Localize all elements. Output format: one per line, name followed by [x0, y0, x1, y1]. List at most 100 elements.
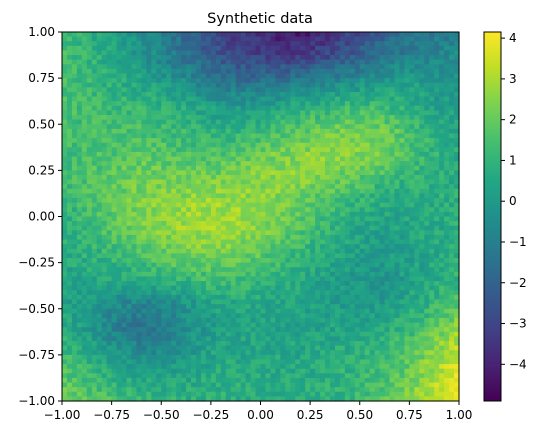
- heatmap-cell: [196, 180, 202, 185]
- heatmap-cell: [315, 244, 321, 249]
- heatmap-cell: [251, 313, 257, 318]
- heatmap-cell: [325, 226, 331, 231]
- heatmap-cell: [226, 272, 232, 277]
- heatmap-cell: [82, 221, 88, 226]
- heatmap-cell: [275, 83, 281, 88]
- heatmap-cell: [117, 309, 123, 314]
- heatmap-cell: [67, 221, 73, 226]
- heatmap-cell: [221, 64, 227, 69]
- heatmap-cell: [360, 87, 366, 92]
- heatmap-cell: [280, 106, 286, 111]
- heatmap-cell: [355, 276, 361, 281]
- heatmap-cell: [330, 290, 336, 295]
- heatmap-cell: [275, 309, 281, 314]
- heatmap-cell: [270, 120, 276, 125]
- heatmap-cell: [77, 55, 83, 60]
- heatmap-cell: [424, 50, 430, 55]
- heatmap-cell: [72, 133, 78, 138]
- heatmap-cell: [439, 161, 445, 166]
- heatmap-cell: [340, 295, 346, 300]
- heatmap-cell: [265, 92, 271, 97]
- heatmap-cell: [320, 55, 326, 60]
- heatmap-cell: [330, 193, 336, 198]
- heatmap-cell: [107, 152, 113, 157]
- heatmap-cell: [370, 258, 376, 263]
- heatmap-cell: [330, 281, 336, 286]
- heatmap-cell: [136, 207, 142, 212]
- heatmap-cell: [375, 138, 381, 143]
- heatmap-cell: [251, 106, 257, 111]
- heatmap-cell: [77, 157, 83, 162]
- heatmap-cell: [151, 184, 157, 189]
- heatmap-cell: [305, 115, 311, 120]
- heatmap-cell: [156, 60, 162, 65]
- heatmap-cell: [350, 92, 356, 97]
- heatmap-cell: [87, 304, 93, 309]
- heatmap-cell: [295, 184, 301, 189]
- heatmap-cell: [340, 166, 346, 171]
- heatmap-cell: [300, 235, 306, 240]
- heatmap-cell: [360, 180, 366, 185]
- heatmap-cell: [206, 203, 212, 208]
- heatmap-cell: [117, 272, 123, 277]
- heatmap-cell: [355, 230, 361, 235]
- heatmap-cell: [350, 55, 356, 60]
- heatmap-cell: [409, 290, 415, 295]
- heatmap-cell: [300, 60, 306, 65]
- heatmap-cell: [295, 32, 301, 37]
- heatmap-cell: [156, 138, 162, 143]
- heatmap-cell: [439, 50, 445, 55]
- heatmap-cell: [176, 138, 182, 143]
- heatmap-cell: [92, 235, 98, 240]
- heatmap-cell: [107, 286, 113, 291]
- heatmap-cell: [226, 138, 232, 143]
- heatmap-cell: [146, 170, 152, 175]
- heatmap-cell: [424, 143, 430, 148]
- heatmap-cell: [295, 41, 301, 46]
- heatmap-cell: [439, 37, 445, 42]
- heatmap-cell: [285, 267, 291, 272]
- heatmap-cell: [236, 69, 242, 74]
- heatmap-cell: [350, 124, 356, 129]
- heatmap-cell: [424, 304, 430, 309]
- heatmap-cell: [409, 180, 415, 185]
- heatmap-cell: [127, 193, 133, 198]
- heatmap-cell: [345, 235, 351, 240]
- heatmap-cell: [365, 276, 371, 281]
- heatmap-cell: [414, 253, 420, 258]
- heatmap-cell: [335, 138, 341, 143]
- heatmap-cell: [350, 235, 356, 240]
- heatmap-cell: [385, 295, 391, 300]
- heatmap-cell: [424, 175, 430, 180]
- heatmap-cell: [131, 46, 137, 51]
- heatmap-cell: [315, 189, 321, 194]
- heatmap-cell: [449, 267, 455, 272]
- heatmap-cell: [131, 78, 137, 83]
- heatmap-cell: [285, 69, 291, 74]
- heatmap-cell: [434, 152, 440, 157]
- heatmap-cell: [419, 198, 425, 203]
- heatmap-cell: [151, 87, 157, 92]
- heatmap-cell: [246, 235, 252, 240]
- heatmap-cell: [265, 32, 271, 37]
- heatmap-cell: [92, 110, 98, 115]
- heatmap-cell: [186, 124, 192, 129]
- heatmap-cell: [176, 253, 182, 258]
- heatmap-cell: [141, 240, 147, 245]
- heatmap-cell: [340, 217, 346, 222]
- heatmap-cell: [365, 152, 371, 157]
- heatmap-cell: [320, 64, 326, 69]
- heatmap-cell: [72, 97, 78, 102]
- heatmap-cell: [335, 50, 341, 55]
- heatmap-cell: [236, 50, 242, 55]
- heatmap-cell: [355, 69, 361, 74]
- heatmap-cell: [211, 170, 217, 175]
- heatmap-cell: [117, 226, 123, 231]
- heatmap-cell: [156, 161, 162, 166]
- heatmap-cell: [127, 124, 133, 129]
- heatmap-cell: [67, 212, 73, 217]
- heatmap-cell: [181, 286, 187, 291]
- heatmap-cell: [122, 313, 128, 318]
- heatmap-cell: [216, 253, 222, 258]
- heatmap-cell: [390, 281, 396, 286]
